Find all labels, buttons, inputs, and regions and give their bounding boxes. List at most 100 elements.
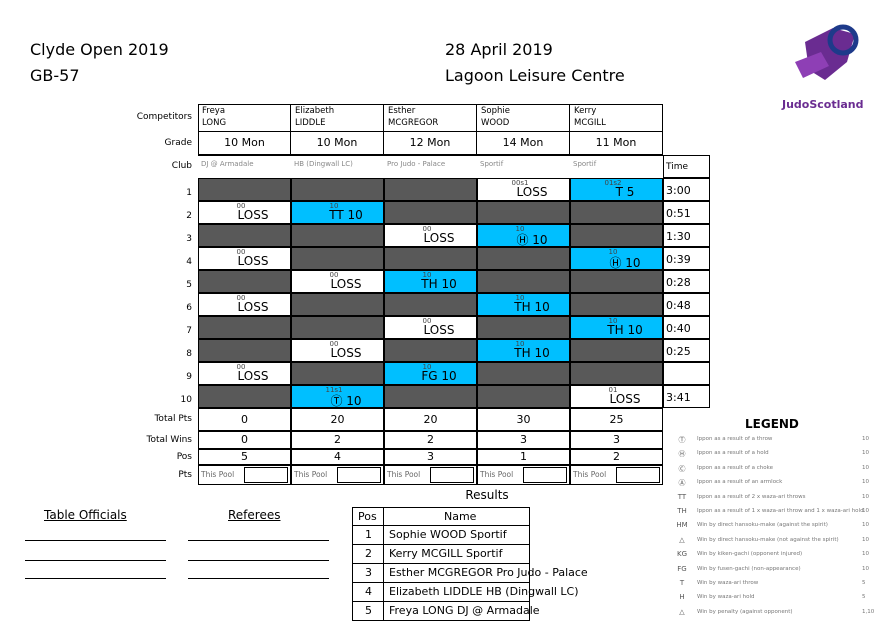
first-name: Esther xyxy=(388,106,416,116)
code: GB-57 xyxy=(30,66,80,85)
score: 10 xyxy=(329,202,339,210)
row-label: Pts xyxy=(178,470,192,480)
bout-cell xyxy=(570,201,663,224)
result: LOSS xyxy=(237,254,269,268)
venue: Lagoon Leisure Centre xyxy=(445,66,625,85)
bout-cell xyxy=(477,293,570,316)
result: LOSS xyxy=(237,369,269,383)
legend-symbol: HM xyxy=(676,521,688,530)
bout-cell xyxy=(477,339,570,362)
event: Clyde Open 2019 xyxy=(30,40,169,59)
legend-symbol: △ xyxy=(679,535,685,544)
bout-cell xyxy=(291,316,384,339)
total-wins: 2 xyxy=(384,431,477,449)
time-cell: 0:40 xyxy=(663,316,710,339)
result: T 5 xyxy=(615,185,635,199)
time-cell: 1:30 xyxy=(663,224,710,247)
club: DJ @ Armadale xyxy=(201,160,254,168)
grade: 10 Mon xyxy=(291,131,384,155)
result-name: Esther MCGREGOR Pro Judo - Palace xyxy=(384,564,588,583)
score: 00 xyxy=(422,317,432,325)
results-header-pos: Pos xyxy=(352,507,384,526)
bout-cell xyxy=(384,224,477,247)
score: 00 xyxy=(422,225,432,233)
legend-points: 10 xyxy=(862,493,869,500)
time-cell xyxy=(663,362,710,385)
bout-number: 1 xyxy=(186,188,192,198)
result-name: Freya LONG DJ @ Armadale xyxy=(384,602,540,621)
row-label: Total Pts xyxy=(154,414,192,424)
legend-points: 5 xyxy=(862,594,866,601)
score: 10 xyxy=(422,271,432,279)
time-cell: 0:25 xyxy=(663,339,710,362)
bout-cell xyxy=(570,339,663,362)
bout-cell xyxy=(198,270,291,293)
result: LOSS xyxy=(516,185,548,199)
total-wins: 3 xyxy=(570,431,663,449)
legend-points: 10 xyxy=(862,536,869,543)
result: LOSS xyxy=(237,300,269,314)
legend-points: 10 xyxy=(862,508,869,514)
legend-text: Win by waza-ari hold xyxy=(697,594,755,601)
bout-cell xyxy=(477,362,570,385)
sign-line xyxy=(188,540,329,541)
bout-cell xyxy=(198,339,291,362)
bout-cell xyxy=(477,178,570,201)
competitor-cell xyxy=(198,104,291,131)
score: 10 xyxy=(422,363,432,371)
legend-text: Win by penalty (against opponent) xyxy=(697,608,793,615)
pts-box xyxy=(523,467,567,483)
row-label: Grade xyxy=(164,138,192,148)
legend-points: 10 xyxy=(862,551,869,558)
first-name: Elizabeth xyxy=(295,106,335,116)
bout-number: 8 xyxy=(186,349,192,359)
pts-cell xyxy=(570,465,663,485)
pts-box xyxy=(616,467,660,483)
total-wins: 3 xyxy=(477,431,570,449)
bout-cell xyxy=(291,270,384,293)
bout-cell xyxy=(477,270,570,293)
total-pts: 25 xyxy=(570,408,663,431)
bout-cell xyxy=(384,270,477,293)
bout-cell xyxy=(198,178,291,201)
bout-cell xyxy=(198,201,291,224)
result: TH 10 xyxy=(607,323,643,337)
score: 10 xyxy=(608,317,618,325)
score: 00 xyxy=(329,271,339,279)
club: HB (Dingwall LC) xyxy=(294,160,353,168)
referees-label: Referees xyxy=(228,508,281,522)
bout-cell xyxy=(384,201,477,224)
legend-symbol: Ⓒ xyxy=(678,464,686,473)
time-cell: 0:39 xyxy=(663,247,710,270)
last-name: MCGILL xyxy=(574,118,606,128)
result: TH 10 xyxy=(514,346,550,360)
result: LOSS xyxy=(423,231,455,245)
logo-text: JudoScotland xyxy=(782,98,864,111)
bout-cell xyxy=(291,339,384,362)
grade: 12 Mon xyxy=(384,131,477,155)
legend-points: 10 xyxy=(862,479,869,486)
bout-number: 2 xyxy=(186,211,192,221)
legend-text: Win by kiken-gachi (opponent injured) xyxy=(697,551,803,558)
bout-cell xyxy=(570,362,663,385)
bout-cell xyxy=(291,362,384,385)
legend-points: 10 xyxy=(862,436,869,442)
legend-points: 10 xyxy=(862,450,869,457)
result-pos: 4 xyxy=(352,583,384,602)
score: 01s2 xyxy=(604,179,622,187)
bout-cell xyxy=(291,293,384,316)
legend-text: Win by waza-ari throw xyxy=(697,580,759,586)
result-name: Elizabeth LIDDLE HB (Dingwall LC) xyxy=(384,583,579,602)
legend-symbol: TH xyxy=(677,507,687,515)
grade: 10 Mon xyxy=(198,131,291,155)
first-name: Kerry xyxy=(574,106,597,116)
club: Pro Judo - Palace xyxy=(387,160,446,168)
bout-cell xyxy=(198,224,291,247)
score: 10 xyxy=(515,225,525,233)
result: Ⓣ 10 xyxy=(330,394,362,408)
total-wins: 2 xyxy=(291,431,384,449)
legend-symbol: Ⓗ xyxy=(678,450,686,459)
legend-symbol: T xyxy=(679,579,685,587)
bout-cell xyxy=(198,362,291,385)
bout-cell xyxy=(570,293,663,316)
